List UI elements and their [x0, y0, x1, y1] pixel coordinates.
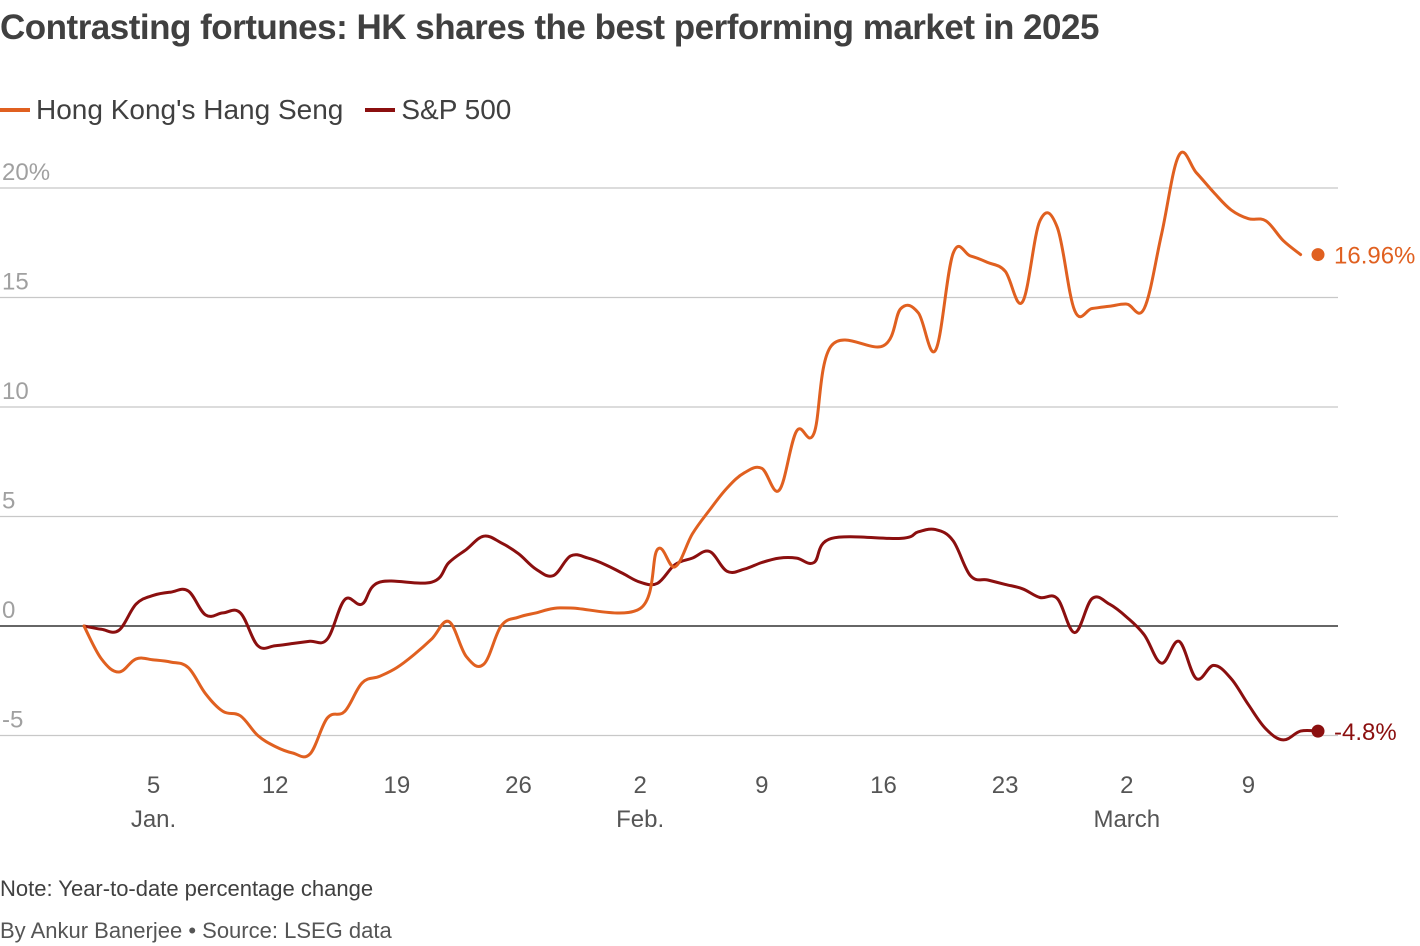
series-lines: [82, 150, 1320, 759]
x-tick-label-9: 9: [1242, 772, 1255, 799]
x-tick-label-5: 9: [755, 772, 768, 799]
y-tick-label-1: 15: [2, 269, 29, 296]
chart-note: Note: Year-to-date percentage change: [0, 876, 374, 901]
end-label-hang-seng: 16.96%: [1334, 243, 1415, 270]
gridlines: [0, 187, 1338, 737]
end-marker-sp500: [1311, 724, 1325, 738]
y-tick-label-4: 0: [2, 597, 15, 624]
y-tick-label-0: 20%: [2, 159, 50, 186]
chart-legend: Hong Kong's Hang Seng S&P 500: [0, 94, 533, 126]
y-tick-label-5: -5: [2, 707, 23, 734]
legend-item-hang-seng: Hong Kong's Hang Seng: [0, 94, 343, 126]
y-axis-tick-labels: 20% 15 10 5 0 -5: [2, 159, 50, 734]
chart-title: Contrasting fortunes: HK shares the best…: [0, 8, 1099, 47]
y-tick-label-3: 5: [2, 488, 15, 515]
x-tick-label-7: 23: [992, 772, 1019, 799]
x-tick-label-3: 26: [505, 772, 532, 799]
x-tick-label-8: 2: [1120, 772, 1133, 799]
end-marker-hang-seng: [1311, 248, 1325, 262]
end-label-sp500: -4.8%: [1334, 719, 1397, 746]
x-month-label-4: Feb.: [616, 806, 664, 833]
x-tick-label-6: 16: [870, 772, 897, 799]
end-labels: -4.8% 16.96%: [1311, 243, 1415, 746]
chart-credit: By Ankur Banerjee • Source: LSEG data: [0, 918, 392, 943]
series-line-hang-seng: [82, 150, 1303, 759]
legend-item-sp500: S&P 500: [365, 94, 511, 126]
x-month-label-0: Jan.: [131, 806, 176, 833]
x-axis-tick-labels: 5 Jan. 12 19 26 2 Feb. 9 16 23 2 March 9: [131, 772, 1255, 833]
legend-label-sp500: S&P 500: [401, 94, 512, 125]
x-tick-label-4: 2: [633, 772, 646, 799]
series-line-sp500: [82, 527, 1320, 742]
x-month-label-8: March: [1093, 806, 1160, 833]
legend-swatch-hang-seng: [0, 108, 30, 112]
y-tick-label-2: 10: [2, 378, 29, 405]
x-tick-label-2: 19: [383, 772, 410, 799]
x-tick-label-1: 12: [262, 772, 289, 799]
legend-label-hang-seng: Hong Kong's Hang Seng: [36, 94, 344, 125]
legend-swatch-sp500: [365, 108, 396, 112]
x-tick-label-0: 5: [147, 772, 160, 799]
line-chart: 20% 15 10 5 0 -5 5 Jan. 12 19 26 2 Feb. 9 16 23 2 March 9…: [0, 150, 1415, 833]
